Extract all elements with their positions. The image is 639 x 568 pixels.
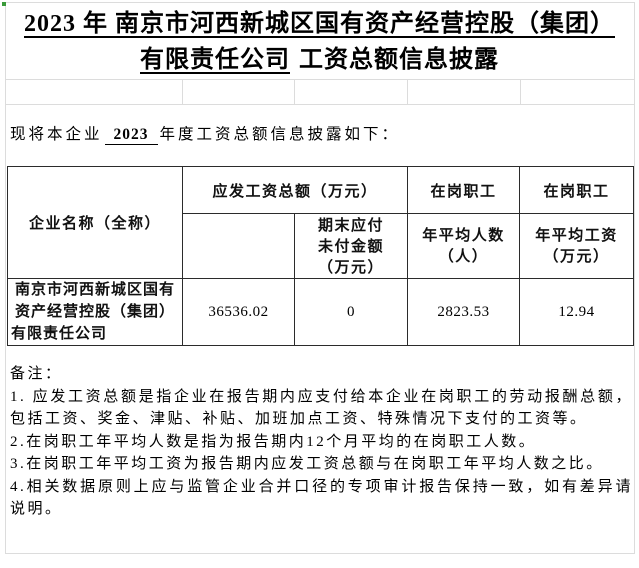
notes-section: 备注： 1. 应发工资总额是指企业在报告期内应支付给本企业在岗职工的劳动报酬总额… — [10, 363, 633, 521]
gridline-top — [5, 2, 635, 3]
gridline-col-4 — [520, 79, 521, 104]
avg-salary-value-cell: 12.94 — [519, 278, 634, 346]
onpost-staff-header-cell-2: 在岗职工 — [519, 166, 634, 214]
note-item-1: 1. 应发工资总额是指企业在报告期内应支付给本企业在岗职工的劳动报酬总额，包括工… — [10, 388, 633, 428]
gridline-row-upper — [5, 79, 635, 80]
notes-label: 备注： — [10, 366, 63, 382]
intro-suffix: 年度工资总额信息披露如下： — [159, 126, 401, 143]
gridline-row-lower — [5, 104, 635, 105]
gridline-right — [634, 2, 635, 553]
note-item-3: 3.在岗职工年平均工资为报告期内应发工资总额与在岗职工年平均人数之比。 — [10, 456, 604, 472]
unpaid-end-value-cell: 0 — [294, 278, 408, 346]
unpaid-end-sub-header-cell: 期末应付 未付金额 （万元） — [294, 213, 408, 279]
wage-disclosure-table: 企业名称（全称） 应发工资总额（万元） 在岗职工 在岗职工 期末应付 未付金额 … — [7, 166, 634, 346]
payable-total-sub-header-cell — [182, 213, 295, 279]
avg-salary-sub-header-cell: 年平均工资 （万元） — [519, 213, 634, 279]
header-row-2: 期末应付 未付金额 （万元） 年平均人数 （人） 年平均工资 （万元） — [8, 213, 634, 279]
payable-total-group-header-cell: 应发工资总额（万元） — [182, 166, 408, 214]
avg-headcount-sub-header-cell: 年平均人数 （人） — [407, 213, 520, 279]
gridline-bottom — [5, 553, 635, 554]
intro-line: 现将本企业 2023 年度工资总额信息披露如下： — [10, 122, 400, 145]
gridline-col-3 — [407, 79, 408, 104]
cell-corner-marker — [2, 2, 6, 6]
header-row-1: 企业名称（全称） 应发工资总额（万元） 在岗职工 在岗职工 — [7, 166, 634, 279]
company-name-cell: 南京市河西新城区国有资产经营控股（集团）有限责任公司 — [7, 278, 183, 346]
data-row: 南京市河西新城区国有资产经营控股（集团）有限责任公司 36536.02 0 28… — [7, 278, 634, 346]
note-item-2: 2.在岗职工年平均人数是指为报告期内12个月平均的在岗职工人数。 — [10, 433, 537, 450]
gridline-left — [5, 2, 6, 553]
company-name-header-cell: 企业名称（全称） — [7, 166, 183, 279]
avg-headcount-value-cell: 2823.53 — [407, 278, 520, 346]
page-title: 2023 年 南京市河西新城区国有资产经营控股（集团）有限责任公司 工资总额信息披… — [12, 6, 627, 78]
gridline-col-2 — [294, 79, 295, 104]
page-title-rest: 工资总额信息披露 — [299, 47, 499, 73]
onpost-staff-header-cell-1: 在岗职工 — [407, 166, 520, 214]
payable-total-value-cell: 36536.02 — [182, 278, 295, 346]
gridline-col-1 — [182, 79, 183, 104]
page-title-underlined: 2023 年 南京市河西新城区国有资产经营控股（集团）有限责任公司 — [24, 11, 615, 73]
note-item-4: 4.相关数据原则上应与监管企业合并口径的专项审计报告保持一致，如有差异请说明。 — [10, 478, 633, 518]
intro-year: 2023 — [104, 126, 158, 145]
intro-prefix: 现将本企业 — [10, 126, 103, 143]
